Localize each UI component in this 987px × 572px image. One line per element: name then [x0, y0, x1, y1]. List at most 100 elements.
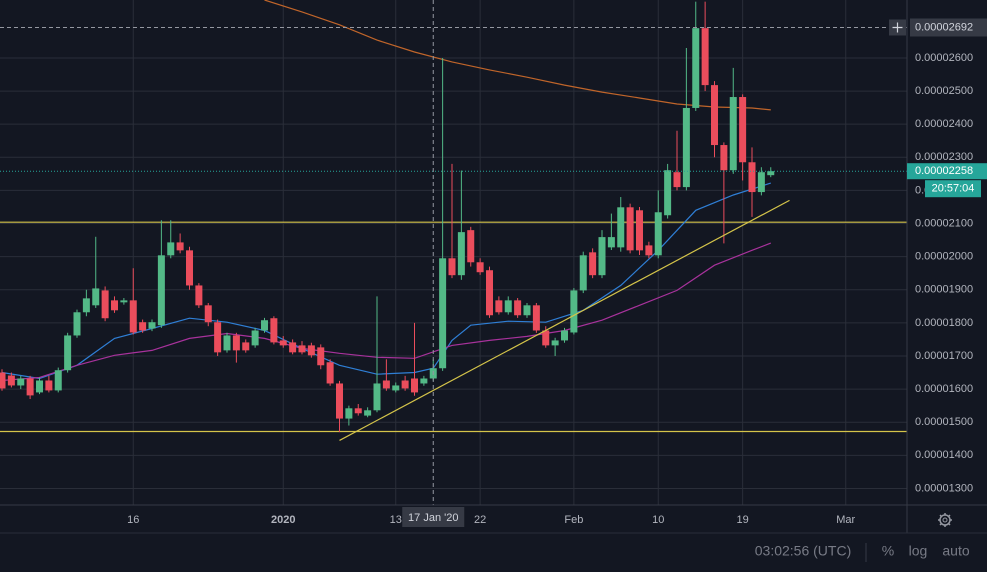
x-tick-label: 13 — [390, 514, 402, 526]
moving-average — [264, 0, 771, 111]
candle-body — [317, 347, 325, 366]
log-button[interactable]: log — [909, 543, 928, 559]
axes: 0.00001300 0.00001400 0.00001500 0.00001600… — [127, 18, 987, 527]
y-tick-label: 0.00002000 — [915, 251, 973, 263]
candle-body — [101, 290, 109, 319]
candle-body — [232, 335, 240, 351]
candle-body — [439, 258, 447, 369]
bottom-toolbar: 03:02:56 (UTC) % log auto — [755, 543, 970, 562]
candle-body — [73, 312, 81, 336]
candle-body — [448, 258, 456, 276]
candle-body — [167, 242, 175, 256]
candle-body — [373, 383, 381, 411]
candle-body — [532, 305, 540, 331]
candle-body — [420, 378, 428, 384]
add-alert-button[interactable] — [889, 19, 906, 36]
candle-body — [401, 380, 409, 389]
candle-body — [748, 162, 756, 193]
candle-body — [673, 172, 681, 188]
candle-body — [701, 28, 709, 86]
y-tick-label: 0.00002400 — [915, 118, 973, 130]
x-tick-label: 19 — [737, 514, 749, 526]
y-tick-label: 0.00001500 — [915, 416, 973, 428]
candle-body — [120, 300, 128, 303]
candle-body — [157, 255, 165, 326]
x-tick-label: 10 — [652, 514, 664, 526]
percent-button[interactable]: % — [882, 543, 894, 559]
candle-body — [139, 322, 147, 331]
candle-body — [298, 345, 306, 353]
crosshair-price-box — [910, 18, 987, 37]
candle-body — [411, 378, 418, 393]
candle-body — [607, 237, 615, 248]
y-tick-label: 0.00002500 — [915, 85, 973, 97]
candle-body — [204, 305, 212, 323]
y-tick-label: 0.00001800 — [915, 317, 973, 329]
add-alert-icon — [892, 22, 903, 33]
y-tick-label: 0.00001300 — [915, 482, 973, 494]
candle-body — [92, 288, 100, 306]
candle-body — [561, 330, 568, 341]
settings-icon[interactable] — [938, 513, 952, 527]
countdown: 20:57:04 — [932, 183, 975, 195]
candle-body — [111, 300, 118, 311]
candle-body — [336, 383, 343, 419]
candle-body — [54, 370, 62, 391]
y-tick-label: 0.00001400 — [915, 449, 973, 461]
candle-body — [711, 85, 718, 146]
candle-body — [17, 378, 25, 386]
candle-body — [195, 285, 203, 306]
candle-body — [0, 372, 6, 389]
candle-body — [289, 342, 297, 353]
plot-area — [0, 0, 907, 505]
candle-body — [354, 408, 362, 414]
candle-body — [7, 375, 15, 386]
last-price-box — [907, 163, 987, 180]
candle-body — [176, 242, 184, 251]
candle-body — [589, 252, 597, 276]
candle-body — [223, 335, 231, 351]
last-price-label: 0.00002258 — [915, 165, 973, 177]
y-tick-label: 0.00002600 — [915, 52, 973, 64]
candle-body — [692, 28, 700, 108]
candle-body — [457, 232, 465, 276]
candle-body — [242, 342, 250, 351]
candle-body — [392, 385, 400, 391]
candle-body — [251, 330, 259, 346]
candle-body — [82, 298, 90, 313]
candle-body — [551, 340, 559, 346]
x-tick-label: Mar — [836, 514, 855, 526]
candle-body — [682, 107, 690, 188]
candle-body — [579, 255, 587, 291]
candle-body — [739, 97, 747, 163]
candle-body — [364, 410, 372, 416]
candle-body — [720, 145, 728, 171]
candle-body — [542, 330, 550, 346]
y-tick-label: 0.00001600 — [915, 383, 973, 395]
candle-body — [476, 262, 484, 273]
candle-body — [64, 335, 72, 371]
moving-average — [1, 242, 772, 382]
candle-body — [382, 380, 390, 389]
auto-button[interactable]: auto — [942, 543, 969, 559]
y-tick-label: 0.00001700 — [915, 350, 973, 362]
candle-body — [467, 230, 475, 263]
clock: 03:02:56 (UTC) — [755, 543, 851, 559]
candle-body — [767, 171, 775, 176]
crosshair-price-label: 0.00002692 — [915, 21, 973, 33]
trendline — [339, 199, 790, 441]
candle-body — [261, 320, 268, 331]
candle-body — [26, 378, 34, 396]
candle-body — [514, 300, 522, 316]
candle-body — [307, 345, 315, 356]
candle-body — [729, 97, 737, 171]
y-tick-label: 0.00002100 — [915, 217, 973, 229]
candle-body — [148, 322, 156, 329]
candle-body — [186, 250, 193, 286]
candle-body — [326, 362, 334, 384]
candle-body — [345, 408, 353, 419]
candle-body — [486, 270, 493, 316]
x-tick-label: 2020 — [271, 514, 295, 526]
